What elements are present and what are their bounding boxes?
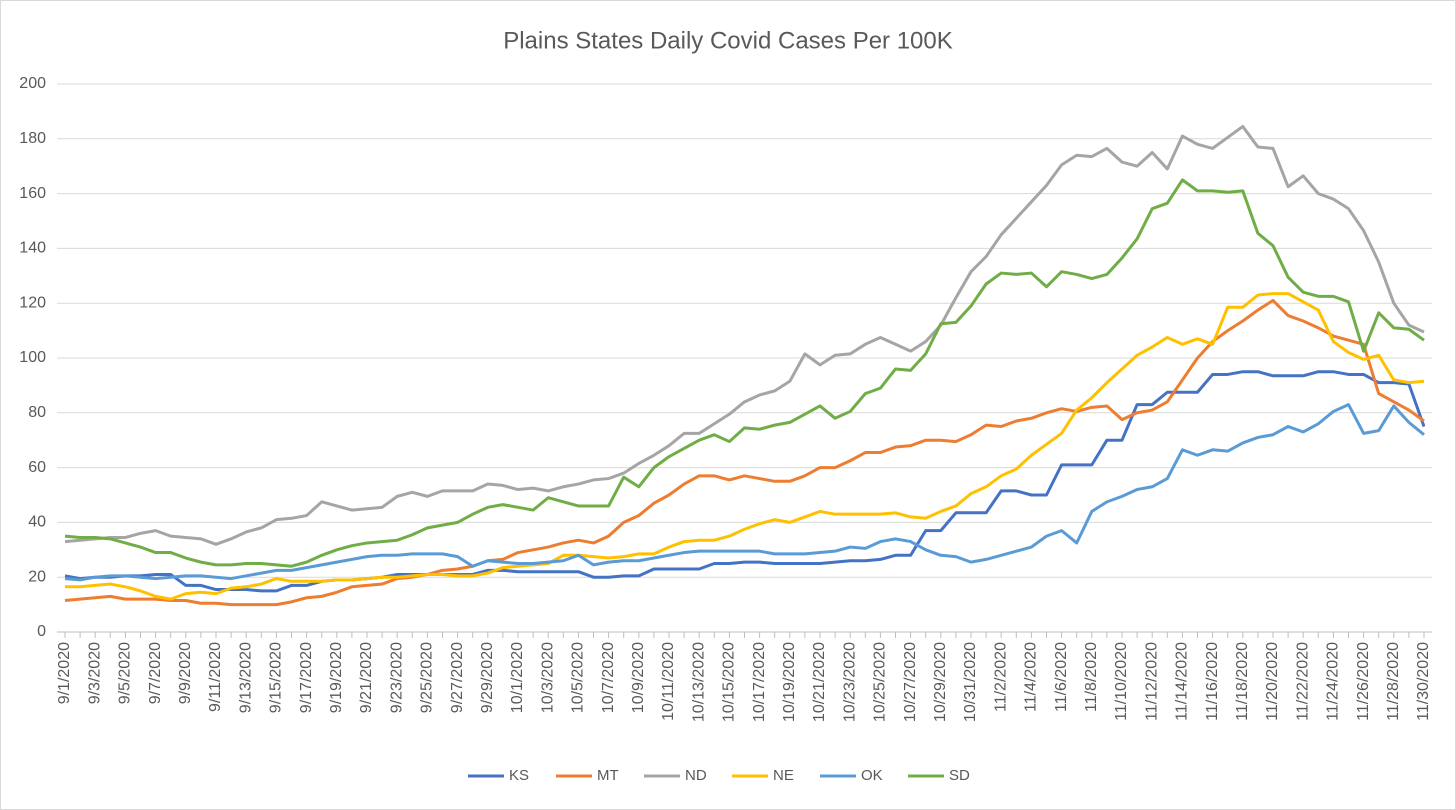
x-tick-label: 11/28/2020 (1385, 642, 1402, 721)
series-line (64, 178, 1425, 568)
x-tick-label: 11/24/2020 (1325, 642, 1342, 721)
y-tick-label: 20 (28, 568, 46, 585)
x-tick-label: 10/13/2020 (690, 642, 707, 722)
x-tick-label: 11/6/2020 (1053, 642, 1070, 712)
x-tick-label: 11/30/2020 (1415, 642, 1432, 721)
x-tick-label: 10/3/2020 (539, 642, 556, 713)
x-tick-label: 9/25/2020 (419, 642, 436, 713)
legend-label: KS (509, 767, 529, 784)
x-tick-label: 10/9/2020 (630, 642, 647, 713)
series-line (64, 298, 1425, 607)
x-tick-label: 11/14/2020 (1174, 642, 1191, 721)
x-tick-label: 10/27/2020 (902, 642, 919, 722)
y-tick-label: 160 (19, 185, 46, 202)
x-tick-label: 10/25/2020 (872, 642, 889, 722)
y-tick-label: 80 (28, 404, 46, 421)
y-tick-label: 0 (37, 623, 46, 640)
x-tick-label: 11/8/2020 (1083, 642, 1100, 712)
legend-label: MT (597, 767, 619, 784)
x-tick-label: 10/15/2020 (721, 642, 738, 722)
x-tick-label: 10/19/2020 (781, 642, 798, 722)
x-tick-label: 11/2/2020 (992, 642, 1009, 712)
x-tick-label: 11/4/2020 (1023, 642, 1040, 712)
x-tick-label: 10/31/2020 (962, 642, 979, 722)
x-tick-label: 11/10/2020 (1113, 642, 1130, 721)
x-tick-label: 9/29/2020 (479, 642, 496, 713)
series-line (64, 370, 1426, 593)
x-tick-label: 9/15/2020 (268, 642, 285, 713)
x-tick-label: 9/13/2020 (237, 642, 254, 713)
y-tick-label: 180 (19, 130, 46, 147)
x-tick-label: 10/7/2020 (600, 642, 617, 713)
series-line (64, 403, 1425, 582)
x-tick-label: 11/12/2020 (1143, 642, 1160, 721)
legend-label: OK (861, 767, 883, 784)
x-tick-label: 9/9/2020 (177, 642, 194, 704)
y-tick-label: 140 (19, 240, 46, 257)
x-tick-label: 9/21/2020 (358, 642, 375, 713)
x-tick-label: 10/5/2020 (570, 642, 587, 713)
series-line (64, 124, 1425, 546)
x-tick-label: 9/3/2020 (86, 642, 103, 704)
legend-label: NE (773, 767, 794, 784)
x-tick-label: 11/18/2020 (1234, 642, 1251, 721)
x-tick-label: 9/17/2020 (298, 642, 315, 713)
x-tick-label: 11/16/2020 (1204, 642, 1221, 721)
x-tick-label: 11/26/2020 (1355, 642, 1372, 721)
legend-label: SD (949, 767, 970, 784)
x-tick-label: 9/19/2020 (328, 642, 345, 713)
x-tick-label: 11/22/2020 (1294, 642, 1311, 721)
x-tick-label: 10/21/2020 (811, 642, 828, 722)
x-tick-label: 9/5/2020 (117, 642, 134, 704)
x-tick-label: 9/7/2020 (147, 642, 164, 704)
y-tick-label: 200 (19, 75, 46, 92)
x-tick-label: 9/27/2020 (449, 642, 466, 713)
y-tick-label: 40 (28, 514, 46, 531)
x-tick-label: 10/17/2020 (751, 642, 768, 722)
y-tick-label: 120 (19, 294, 46, 311)
y-tick-label: 100 (19, 349, 46, 366)
x-tick-label: 10/11/2020 (660, 642, 677, 721)
x-tick-label: 10/23/2020 (841, 642, 858, 722)
x-tick-label: 11/20/2020 (1264, 642, 1281, 721)
legend-label: ND (685, 767, 707, 784)
y-tick-label: 60 (28, 459, 46, 476)
x-tick-label: 9/23/2020 (388, 642, 405, 713)
x-tick-label: 10/1/2020 (509, 642, 526, 713)
chart-title: Plains States Daily Covid Cases Per 100K (503, 27, 953, 54)
x-tick-label: 10/29/2020 (932, 642, 949, 722)
x-tick-label: 9/1/2020 (56, 642, 73, 704)
x-tick-label: 9/11/2020 (207, 642, 224, 712)
series-line (65, 292, 1425, 601)
